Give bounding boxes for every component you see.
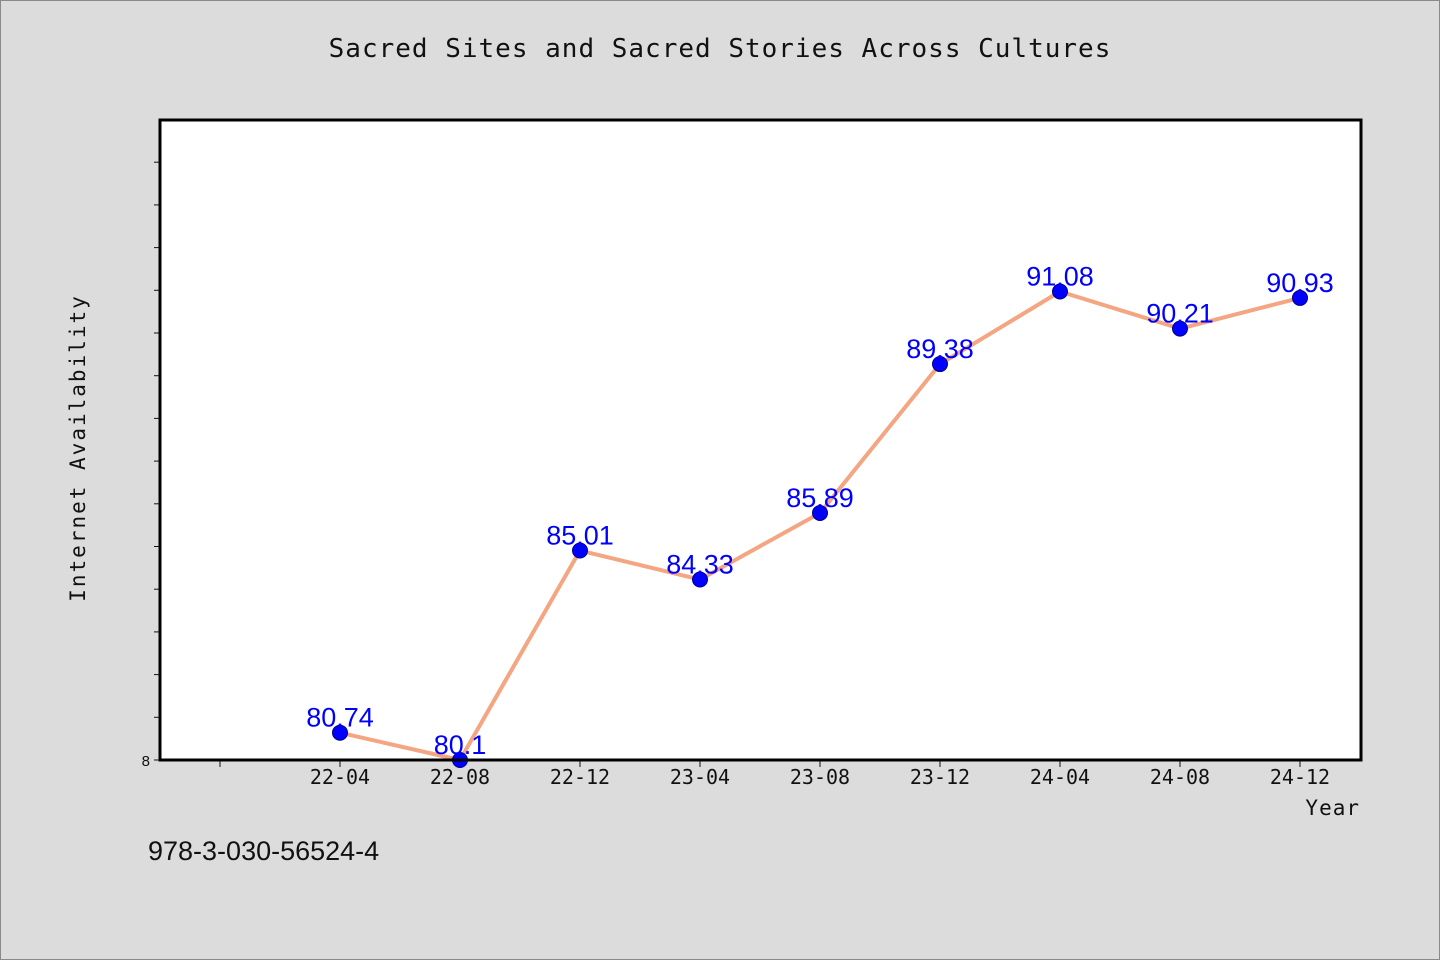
data-point [1052, 283, 1068, 300]
data-label: 80.74 [306, 703, 374, 733]
data-label: 89.38 [906, 334, 974, 364]
data-label: 85.89 [786, 483, 854, 513]
data-point [1172, 320, 1188, 337]
x-tick-label: 23-08 [790, 765, 850, 789]
x-tick-label: 24-04 [1030, 765, 1090, 789]
data-label: 84.33 [666, 550, 734, 580]
data-label: 90.93 [1266, 268, 1334, 298]
x-tick-label: 23-12 [910, 765, 970, 789]
data-point [692, 571, 708, 588]
data-label: 90.21 [1146, 299, 1214, 329]
chart-title: Sacred Sites and Sacred Stories Across C… [328, 34, 1112, 64]
y-tick-label: 8 [142, 753, 150, 770]
x-tick-label: 24-12 [1270, 765, 1330, 789]
data-point [332, 724, 348, 741]
data-label: 91.08 [1026, 262, 1094, 292]
x-tick-label: 22-12 [550, 765, 610, 789]
data-label: 80.1 [434, 730, 487, 760]
data-point [1292, 289, 1308, 306]
data-point [932, 356, 948, 373]
x-tick-label: 24-08 [1150, 765, 1210, 789]
x-tick-label: 23-04 [670, 765, 730, 789]
data-point [572, 542, 588, 559]
plot-area [160, 120, 1361, 760]
x-axis-label: Year [1305, 796, 1360, 820]
isbn-text: 978-3-030-56524-4 [148, 836, 380, 866]
data-point [812, 504, 828, 521]
x-tick-label: 22-08 [430, 765, 490, 789]
x-tick-label: 22-04 [310, 765, 370, 789]
plot-border [158, 118, 1363, 762]
data-label: 85.01 [546, 521, 614, 551]
